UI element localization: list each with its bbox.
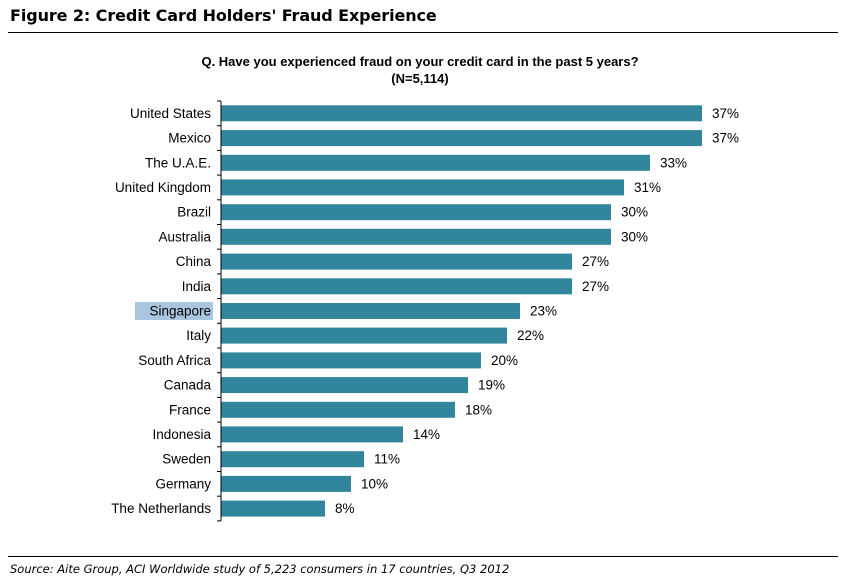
category-label: The U.A.E. bbox=[145, 155, 211, 170]
data-label: 22% bbox=[517, 328, 544, 343]
bar bbox=[221, 303, 520, 319]
data-label: 23% bbox=[530, 304, 557, 319]
category-label: Sweden bbox=[162, 452, 211, 467]
bar bbox=[221, 352, 481, 369]
category-label: Italy bbox=[186, 328, 211, 343]
data-label: 10% bbox=[361, 476, 388, 491]
category-label: China bbox=[176, 254, 212, 269]
bar bbox=[221, 204, 611, 221]
category-label: Australia bbox=[158, 229, 211, 244]
data-label: 27% bbox=[582, 279, 609, 294]
category-label-highlight bbox=[135, 302, 213, 320]
data-label: 14% bbox=[413, 427, 440, 442]
bar bbox=[221, 154, 650, 171]
data-label: 20% bbox=[491, 353, 518, 368]
data-label: 27% bbox=[582, 254, 609, 269]
chart-title: Q. Have you experienced fraud on your cr… bbox=[201, 54, 639, 69]
data-label: 31% bbox=[634, 180, 661, 195]
source-note: Source: Aite Group, ACI Worldwide study … bbox=[10, 562, 510, 576]
bar bbox=[221, 327, 507, 344]
bar bbox=[221, 500, 325, 517]
bar bbox=[221, 377, 468, 394]
category-label: Brazil bbox=[177, 205, 211, 220]
category-label: The Netherlands bbox=[111, 501, 211, 516]
bar bbox=[221, 228, 611, 245]
category-label: Indonesia bbox=[152, 427, 211, 442]
bar bbox=[221, 475, 351, 492]
data-label: 33% bbox=[660, 155, 687, 170]
bar bbox=[221, 401, 455, 418]
bar bbox=[221, 451, 364, 468]
data-label: 37% bbox=[712, 106, 739, 121]
bar bbox=[221, 105, 702, 122]
data-label: 11% bbox=[374, 452, 400, 467]
bar bbox=[221, 130, 702, 147]
bar bbox=[221, 179, 624, 196]
data-label: 30% bbox=[621, 205, 648, 220]
category-label: Singapore bbox=[149, 304, 211, 319]
category-label: United States bbox=[130, 106, 211, 121]
figure-title: Figure 2: Credit Card Holders' Fraud Exp… bbox=[10, 6, 437, 25]
bar bbox=[221, 253, 572, 270]
category-label: Germany bbox=[155, 476, 211, 491]
category-label: South Africa bbox=[138, 353, 211, 368]
bar bbox=[221, 426, 403, 443]
figure-footer: Source: Aite Group, ACI Worldwide study … bbox=[8, 556, 838, 576]
category-label: Mexico bbox=[168, 131, 211, 146]
category-label: Canada bbox=[164, 378, 212, 393]
data-label: 37% bbox=[712, 131, 739, 146]
category-label: United Kingdom bbox=[115, 180, 211, 195]
data-label: 30% bbox=[621, 229, 648, 244]
data-label: 8% bbox=[335, 501, 355, 516]
data-label: 18% bbox=[465, 402, 492, 417]
chart-subtitle: (N=5,114) bbox=[391, 71, 449, 86]
category-label: France bbox=[169, 402, 211, 417]
bar bbox=[221, 278, 572, 295]
figure-header: Figure 2: Credit Card Holders' Fraud Exp… bbox=[8, 6, 838, 33]
category-label: India bbox=[182, 279, 212, 294]
data-label: 19% bbox=[478, 378, 505, 393]
